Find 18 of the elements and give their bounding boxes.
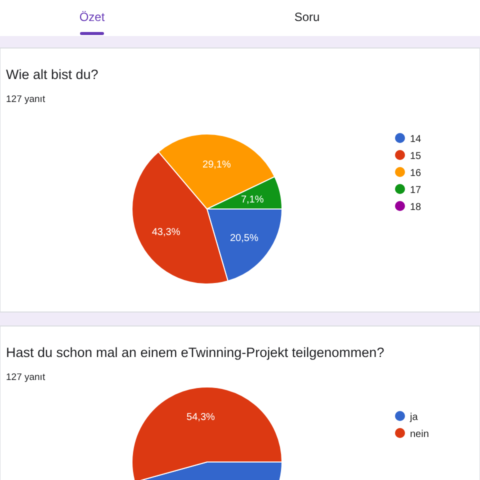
text: 127 yanıt — [6, 372, 46, 383]
legend-label: nein — [410, 429, 429, 440]
legend-label: ja — [409, 412, 418, 423]
text: 127 yanıt — [6, 94, 46, 105]
data-label: 54,3% — [186, 412, 216, 423]
chart-title: Hast du schon mal an einem eTwinning-Projekt teilgenommen? — [6, 345, 384, 360]
data-label: 20,5% — [230, 232, 258, 244]
text: Özet — [79, 10, 106, 24]
data-label: 29,1% — [202, 160, 231, 171]
text: Soru — [294, 10, 320, 24]
chart-title: Wie alt bist du? — [6, 67, 98, 82]
data-label: 7,1% — [240, 194, 264, 206]
legend-label: 15 — [410, 151, 422, 162]
legend-label: 16 — [410, 168, 422, 179]
legend-label: 18 — [410, 202, 422, 213]
legend-label: 14 — [410, 134, 422, 145]
legend-label: 17 — [410, 185, 422, 196]
data-label: 43,3% — [152, 227, 180, 238]
